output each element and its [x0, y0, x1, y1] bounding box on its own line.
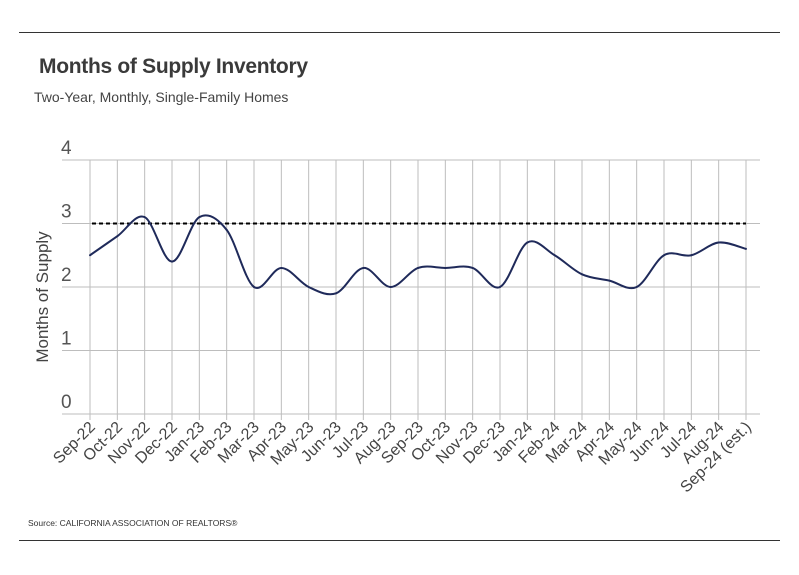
- y-tick-label: 4: [61, 138, 72, 159]
- data-point: [198, 216, 201, 219]
- chart-title: Months of Supply Inventory: [39, 55, 308, 78]
- gridlines: [62, 159, 760, 420]
- data-point: [444, 266, 447, 269]
- data-point: [280, 266, 283, 269]
- data-point: [253, 286, 255, 288]
- data-point: [608, 279, 611, 282]
- data-point: [307, 286, 310, 288]
- data-point: [499, 286, 501, 288]
- data-point: [526, 241, 529, 244]
- data-point: [225, 228, 228, 231]
- data-point: [663, 254, 665, 257]
- data-point: [389, 286, 392, 288]
- data-point: [417, 266, 419, 269]
- data-point: [690, 254, 693, 257]
- data-point: [471, 266, 474, 269]
- y-tick-label: 1: [61, 329, 72, 350]
- bottom-rule: [19, 540, 780, 541]
- data-point: [335, 292, 337, 295]
- x-axis-ticks: Sep-22Oct-22Nov-22Dec-22Jan-23Feb-23Mar-…: [50, 419, 755, 496]
- y-axis-ticks: 0 1 2 3 4: [61, 138, 72, 413]
- y-tick-label: 3: [61, 202, 72, 223]
- top-rule: [19, 32, 780, 33]
- data-point: [116, 235, 119, 238]
- data-point: [553, 254, 556, 257]
- source-note: Source: CALIFORNIA ASSOCIATION OF REALTO…: [28, 518, 238, 528]
- y-tick-label: 2: [61, 265, 72, 286]
- y-tick-label: 0: [61, 392, 72, 413]
- data-point: [143, 216, 146, 219]
- chart-subtitle: Two-Year, Monthly, Single-Family Homes: [34, 89, 289, 105]
- data-point: [635, 286, 638, 288]
- data-point: [89, 254, 91, 257]
- data-point: [717, 241, 720, 244]
- data-point: [581, 273, 583, 276]
- data-point: [171, 260, 173, 263]
- data-point: [745, 247, 747, 250]
- y-axis-label: Months of Supply: [33, 231, 52, 363]
- data-point: [362, 266, 365, 269]
